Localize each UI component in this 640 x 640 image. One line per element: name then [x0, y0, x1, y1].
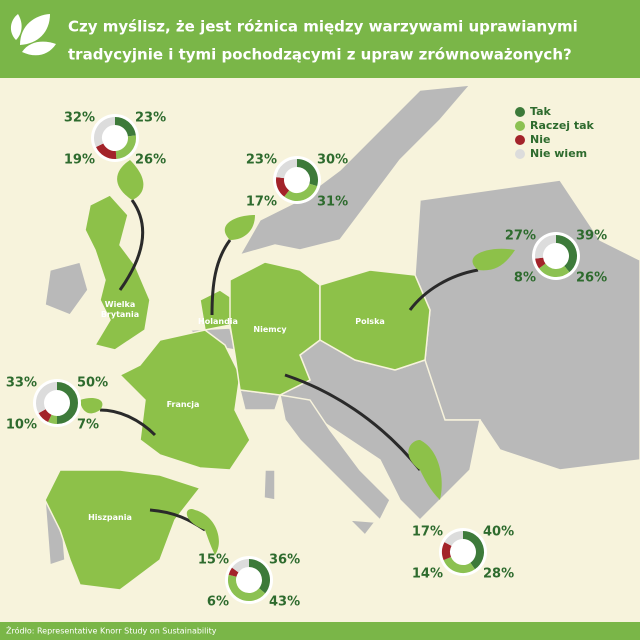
value-label: 17%	[246, 195, 277, 210]
donut-segment	[38, 409, 52, 423]
legend-label: Nie wiem	[530, 147, 587, 160]
donut-segment	[276, 159, 298, 179]
donut-segment	[276, 177, 290, 197]
donut-segment	[94, 117, 116, 147]
value-label: 14%	[412, 567, 443, 582]
value-label: 23%	[135, 111, 166, 126]
value-label: 8%	[514, 271, 536, 286]
value-label: 17%	[412, 525, 443, 540]
header-bar	[0, 0, 640, 78]
value-label: 31%	[317, 195, 348, 210]
value-label: 27%	[505, 229, 536, 244]
legend-swatch	[515, 149, 525, 159]
leaves	[80, 160, 515, 555]
value-label: 23%	[246, 153, 277, 168]
donut-segment	[555, 235, 577, 273]
donut-segment	[36, 382, 58, 414]
country-name: Wielka Brytania	[100, 300, 140, 319]
legend-label: Raczej tak	[530, 119, 595, 132]
footer-bar	[0, 622, 640, 640]
value-label: 32%	[64, 111, 95, 126]
value-label: 30%	[317, 153, 348, 168]
value-label: 33%	[6, 376, 37, 391]
donut-segment	[48, 414, 58, 424]
value-label: 15%	[198, 553, 229, 568]
donut-segment	[296, 159, 318, 187]
donut-segment	[462, 531, 484, 570]
donut-segment	[443, 556, 475, 573]
country-name: Niemcy	[253, 325, 287, 334]
donut-segment	[444, 531, 464, 547]
country-name: Francja	[166, 400, 200, 409]
donut-segment	[442, 542, 452, 561]
country-name: Hiszpania	[88, 513, 132, 522]
value-label: 19%	[64, 153, 95, 168]
legend-label: Nie	[530, 133, 550, 146]
donut-segment	[115, 135, 136, 159]
header-icon	[10, 14, 56, 56]
value-label: 6%	[207, 595, 229, 610]
value-label: 43%	[269, 595, 300, 610]
title-line: Czy myślisz, że jest różnica między warz…	[68, 18, 578, 36]
donut-segment	[56, 382, 78, 424]
donut-segment	[539, 263, 570, 277]
value-label: 28%	[483, 567, 514, 582]
donut-segment	[284, 183, 318, 201]
title-line: tradycyjnie i tymi pochodzącymi z upraw …	[68, 46, 572, 64]
value-label: 10%	[6, 418, 37, 433]
value-label: 40%	[483, 525, 514, 540]
source: Źródło: Representative Knorr Study on Su…	[6, 625, 217, 636]
donut-segment	[232, 559, 250, 573]
legend-swatch	[515, 121, 525, 131]
country-name: Polska	[355, 317, 385, 326]
donut-segment	[228, 567, 239, 577]
value-label: 26%	[135, 153, 166, 168]
donut-segment	[228, 574, 266, 601]
legend-swatch	[515, 107, 525, 117]
value-label: 26%	[576, 271, 607, 286]
value-label: 36%	[269, 553, 300, 568]
donut-segment	[114, 117, 136, 137]
value-label: 7%	[77, 418, 99, 433]
value-label: 39%	[576, 229, 607, 244]
legend-label: Tak	[530, 105, 552, 118]
value-label: 50%	[77, 376, 108, 391]
donut-segment	[95, 143, 117, 159]
donut-segment	[535, 235, 557, 259]
country-name: Holandia	[198, 317, 238, 326]
donut-segment	[535, 257, 546, 269]
donut-segment	[248, 559, 270, 594]
legend-swatch	[515, 135, 525, 145]
